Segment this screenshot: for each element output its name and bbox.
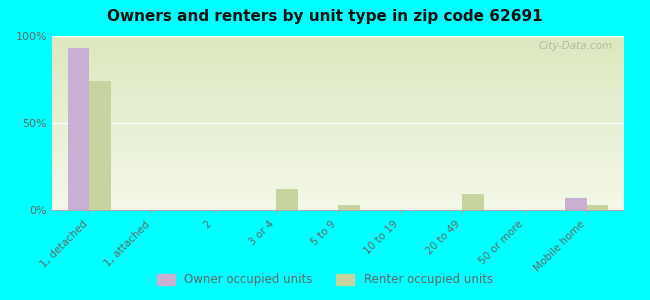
Bar <box>587 205 608 210</box>
Legend: Owner occupied units, Renter occupied units: Owner occupied units, Renter occupied un… <box>153 269 497 291</box>
Bar <box>565 198 587 210</box>
Bar <box>338 205 359 210</box>
Bar <box>276 189 298 210</box>
Bar <box>462 194 484 210</box>
Text: City-Data.com: City-Data.com <box>538 41 612 51</box>
Text: Owners and renters by unit type in zip code 62691: Owners and renters by unit type in zip c… <box>107 9 543 24</box>
Bar <box>68 48 89 210</box>
Bar <box>89 81 111 210</box>
